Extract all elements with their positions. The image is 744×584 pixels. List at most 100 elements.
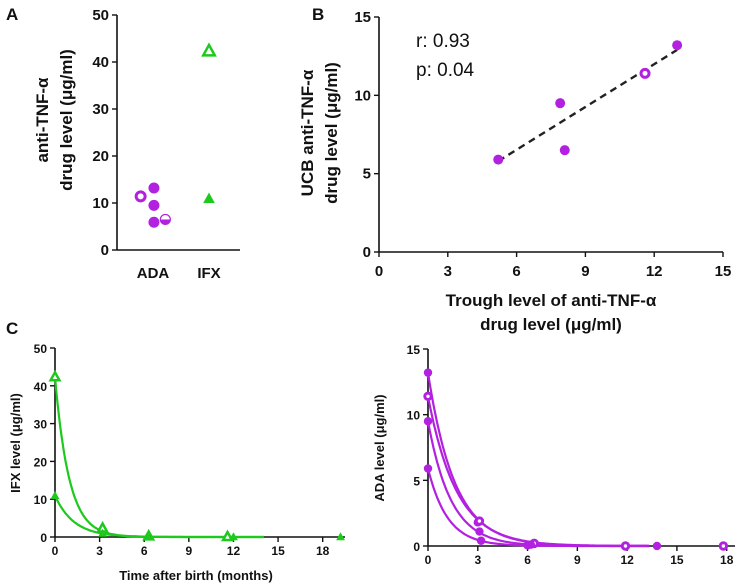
data-point-ada [134, 190, 147, 203]
data-point [474, 516, 485, 526]
x-tick-label: 6 [512, 263, 520, 280]
data-point [476, 536, 486, 545]
panel-c-ifx-axes [54, 348, 345, 538]
panel-b-x-ticks: 0 3 6 9 12 15 [375, 252, 732, 280]
decay-curve [426, 468, 649, 548]
data-point [620, 541, 631, 551]
trendline [497, 48, 678, 163]
panel-label-b: B [312, 5, 324, 24]
panel-c-ada-curves [426, 372, 649, 548]
panel-b: B 0 3 6 9 12 15 0 5 10 15 UCB anti-TNF-α drug le… [298, 5, 731, 334]
panel-b-y-ticks: 0 5 10 15 [354, 9, 379, 261]
y-tick-label: 10 [407, 409, 421, 423]
x-tick-label: 15 [670, 553, 684, 567]
panel-c-ifx-points [48, 369, 345, 542]
x-tick-label: 12 [620, 553, 634, 567]
data-point [336, 532, 345, 541]
decay-curve [426, 396, 649, 547]
panel-c-ada-ylabel: ADA level (μg/ml) [372, 394, 387, 501]
y-tick-label: 30 [34, 418, 48, 432]
data-point [652, 541, 662, 551]
panel-a-ylabel-line1: anti-TNF-α [33, 77, 52, 163]
data-point [423, 417, 433, 426]
data-point [48, 369, 62, 382]
y-tick-label: 50 [92, 7, 109, 24]
panel-c-ifx-y-ticks: 0 10 20 30 40 50 [34, 342, 55, 545]
panel-b-annotation-p: p: 0.04 [416, 60, 475, 81]
panel-a: A 0 10 20 30 40 50 ADA IFX anti-TNF-α drug lev… [6, 5, 240, 282]
x-tick-label: 0 [52, 544, 59, 558]
data-point [144, 531, 154, 540]
data-point [423, 391, 433, 401]
data-point [229, 532, 238, 541]
data-point-ifx [201, 42, 217, 57]
panel-a-axes [116, 15, 240, 251]
x-tick-label: 15 [271, 544, 285, 558]
data-point [50, 491, 60, 499]
x-tick-label: 3 [444, 263, 452, 280]
y-tick-label: 20 [34, 455, 48, 469]
data-point [639, 67, 651, 79]
y-tick-label: 10 [354, 87, 371, 104]
panel-a-ylabel-line2: drug level (μg/ml) [57, 49, 76, 191]
category-label: ADA [137, 265, 170, 282]
data-point-ada [148, 216, 160, 228]
panel-a-y-ticks: 0 10 20 30 40 50 [92, 7, 117, 259]
x-tick-label: 3 [96, 544, 103, 558]
x-tick-label: 0 [375, 263, 383, 280]
data-point [475, 527, 484, 536]
y-tick-label: 10 [34, 493, 48, 507]
y-tick-label: 15 [407, 343, 421, 357]
x-tick-label: 6 [141, 544, 148, 558]
panel-label-c: C [6, 319, 18, 338]
data-point [555, 98, 566, 109]
y-tick-label: 40 [92, 54, 109, 71]
y-tick-label: 20 [92, 148, 109, 165]
y-tick-label: 15 [354, 9, 371, 26]
y-tick-label: 50 [34, 342, 48, 356]
x-tick-label: 9 [581, 263, 589, 280]
panel-b-xlabel-line2: drug level (μg/ml) [480, 315, 622, 334]
x-tick-label: 9 [574, 553, 581, 567]
data-point-ada [160, 219, 171, 225]
x-tick-label: 6 [524, 553, 531, 567]
y-tick-label: 30 [92, 101, 109, 118]
panel-b-points [493, 40, 683, 165]
data-point [718, 541, 729, 551]
data-point-ada [148, 182, 160, 194]
panel-c-ifx-x-ticks: 0 3 6 9 12 15 18 [52, 537, 330, 558]
data-point-ifx [203, 192, 215, 203]
panel-b-annotation-r: r: 0.93 [416, 31, 470, 52]
x-tick-label: 15 [715, 263, 732, 280]
panel-b-trendline [497, 48, 678, 163]
panel-c-ada-y-ticks: 0 5 10 15 [407, 343, 428, 554]
panel-c-ada-x-ticks: 0 3 6 9 12 15 18 [425, 546, 734, 567]
decay-curve [53, 376, 264, 539]
panel-b-ylabel-line2: drug level (μg/ml) [322, 62, 341, 204]
y-tick-label: 0 [101, 242, 109, 259]
data-point [423, 368, 433, 377]
x-tick-label: 3 [474, 553, 481, 567]
panel-b-axes [378, 17, 723, 253]
panel-a-points [134, 42, 217, 228]
y-tick-label: 5 [413, 474, 420, 488]
data-point [423, 464, 433, 473]
decay-curve [426, 420, 649, 548]
y-tick-label: 10 [92, 195, 109, 212]
panel-b-ylabel-line1: UCB anti-TNF-α [298, 69, 317, 196]
panel-a-categories: ADA IFX [137, 265, 221, 282]
x-tick-label: 18 [316, 544, 330, 558]
x-tick-label: 12 [227, 544, 241, 558]
y-tick-label: 5 [363, 166, 371, 183]
panel-c-ada: 0 3 6 9 12 15 18 0 5 10 15 ADA level (μg/ml) [372, 343, 735, 567]
x-tick-label: 9 [186, 544, 193, 558]
panel-c-ifx: C 0 3 6 9 12 15 18 0 10 20 30 40 50 IFX level (μg/m… [6, 319, 345, 583]
y-tick-label: 0 [413, 540, 420, 554]
data-point [493, 154, 504, 165]
panel-c-ifx-ylabel: IFX level (μg/ml) [8, 393, 23, 493]
data-point-ada [148, 199, 160, 211]
data-point [98, 528, 107, 537]
panel-c-ifx-curves [53, 376, 264, 539]
panel-c-ada-points [423, 368, 729, 551]
